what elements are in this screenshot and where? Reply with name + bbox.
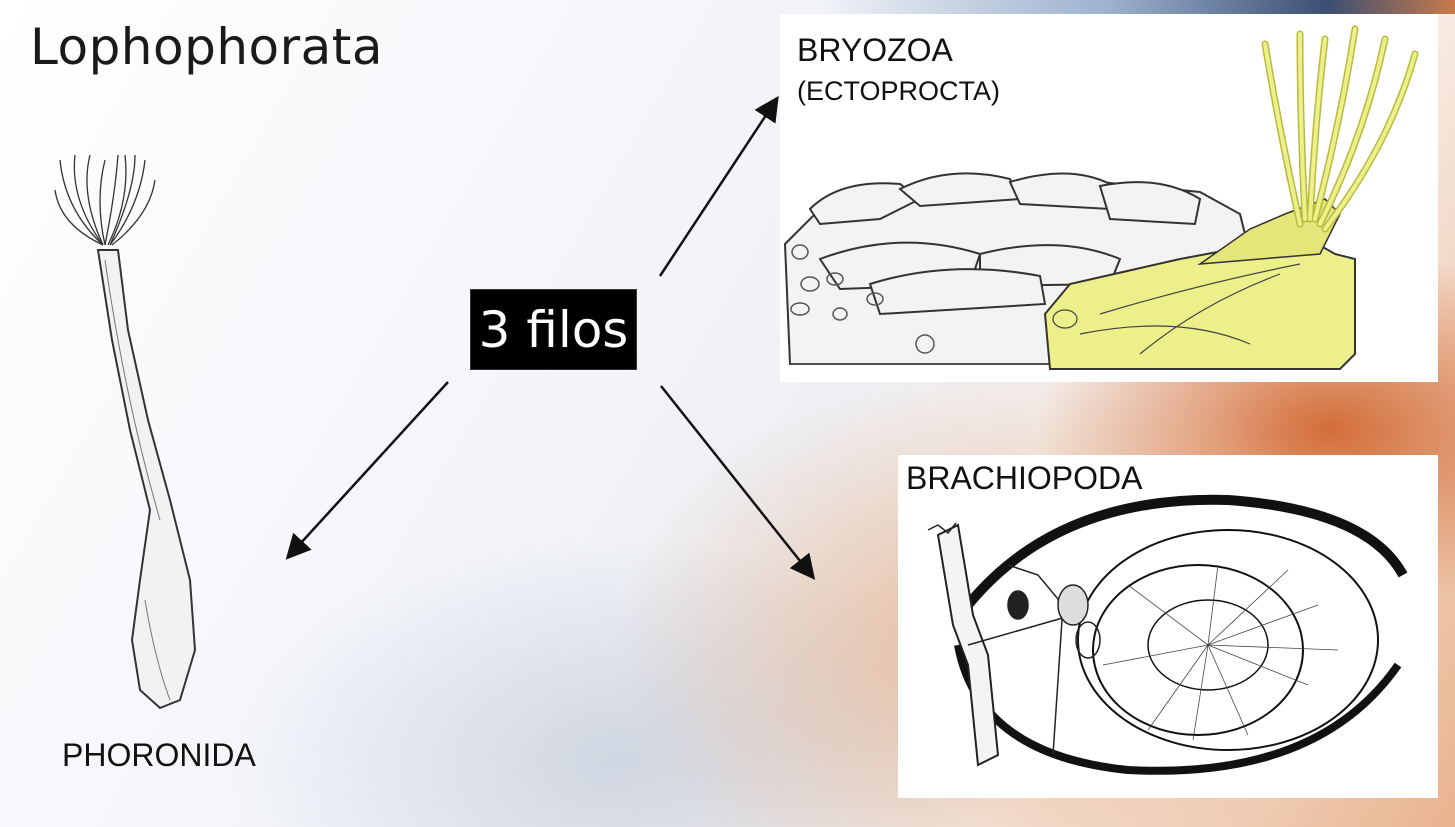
arrow-to-bryozoa [658,95,779,277]
ectoprocta-label: (ECTOPROCTA) [797,76,1001,106]
bryozoa-label: BRYOZOA [797,32,953,68]
decorative-top-strip [820,0,1455,14]
bryozoa-illustration [783,25,1419,370]
bryozoa-illustration-panel [780,14,1438,382]
brachiopoda-label: BRACHIOPODA [906,460,1143,496]
center-label: 3 filos [478,300,629,359]
slide-title: Lophophorata [30,18,384,76]
brachiopoda-illustration [927,494,1408,775]
brachiopoda-illustration-panel [898,455,1438,798]
phoronida-label: PHORONIDA [62,737,256,773]
arrow-to-brachiopoda [660,385,816,580]
center-label-box: 3 filos [471,290,636,369]
arrow-to-phoronida [285,381,449,560]
